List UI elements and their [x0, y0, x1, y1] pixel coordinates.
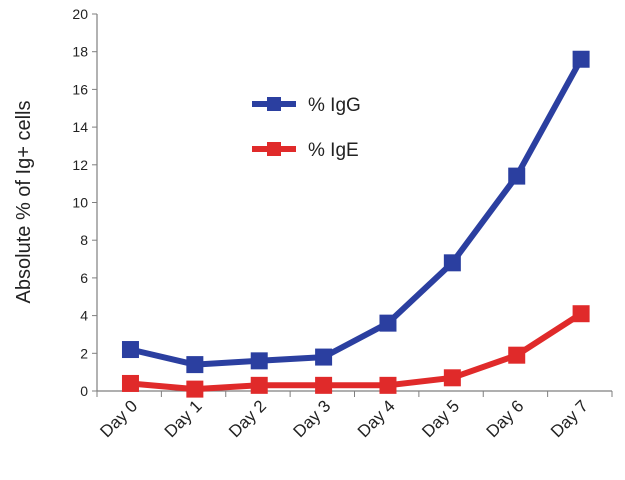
y-axis-label: Absolute % of Ig+ cells: [13, 101, 35, 304]
data-point-marker: [121, 374, 139, 392]
legend-item: % IgG: [252, 95, 361, 116]
y-tick-label: 12: [72, 157, 88, 173]
x-tick-label: Day 2: [225, 396, 270, 441]
data-point-marker: [186, 356, 204, 374]
legend: % IgG % IgE: [252, 95, 361, 161]
legend-label: % IgE: [308, 140, 359, 161]
y-tick-label: 20: [72, 6, 88, 22]
x-tick-label: Day 1: [161, 396, 206, 441]
series-0: [121, 50, 590, 374]
x-tick-label: Day 4: [354, 396, 399, 441]
series-group: [121, 50, 590, 398]
data-point-marker: [379, 376, 397, 394]
data-point-marker: [315, 348, 333, 366]
legend-marker: [267, 142, 281, 156]
data-point-marker: [186, 380, 204, 398]
legend-marker: [267, 97, 281, 111]
data-point-marker: [443, 369, 461, 387]
data-point-marker: [250, 376, 268, 394]
data-point-marker: [572, 50, 590, 68]
series-1: [121, 305, 590, 398]
x-tick-label: Day 0: [96, 396, 141, 441]
y-axis-ticks: 0 2 4 6 8 10 12 14 16 18 20: [72, 6, 97, 399]
series-line: [130, 311, 583, 393]
data-point-marker: [250, 352, 268, 370]
legend-label: % IgG: [308, 95, 361, 116]
y-tick-label: 6: [80, 270, 88, 286]
y-tick-label: 18: [72, 44, 88, 60]
data-point-marker: [508, 167, 526, 185]
data-point-marker: [443, 254, 461, 272]
y-tick-label: 0: [80, 383, 88, 399]
data-point-marker: [121, 341, 139, 359]
y-tick-label: 14: [72, 119, 88, 135]
data-point-marker: [508, 346, 526, 364]
data-point-marker: [379, 314, 397, 332]
y-tick-label: 10: [72, 195, 88, 211]
y-tick-label: 8: [80, 232, 88, 248]
x-axis-ticks: Day 0 Day 1 Day 2 Day 3 Day 4 Day 5 Day 6 Day 7: [96, 391, 613, 441]
data-point-marker: [572, 305, 590, 323]
axes: [96, 14, 612, 392]
legend-item: % IgE: [252, 140, 359, 161]
x-tick-label: Day 3: [290, 396, 335, 441]
data-point-marker: [315, 376, 333, 394]
x-tick-label: Day 7: [547, 396, 592, 441]
y-tick-label: 2: [80, 345, 88, 361]
y-tick-label: 4: [80, 308, 88, 324]
x-tick-label: Day 6: [483, 396, 528, 441]
series-line: [129, 57, 584, 368]
x-tick-label: Day 5: [418, 396, 463, 441]
y-tick-label: 16: [72, 81, 88, 97]
